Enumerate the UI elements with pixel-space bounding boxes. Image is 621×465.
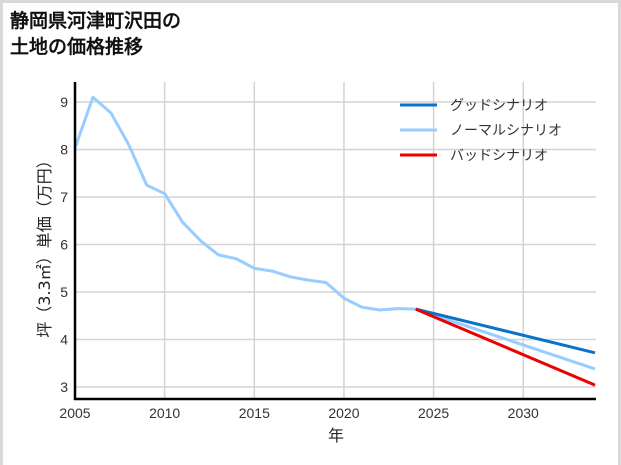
series-line: [415, 307, 596, 387]
x-axis-label: 年: [328, 426, 344, 445]
chart-frame: [3, 3, 618, 465]
tick-labels: 3 4 5 6 7 8 9 2005 2010 2015 2020 2025 2030: [59, 94, 539, 421]
title-line-1: 静岡県河津町沢田の: [10, 10, 182, 32]
legend-label: バッドシナリオ: [450, 148, 548, 164]
y-tick-label: 8: [60, 142, 68, 158]
legend-label: ノーマルシナリオ: [450, 123, 562, 139]
y-tick-label: 3: [60, 379, 68, 395]
y-tick-label: 9: [60, 94, 68, 110]
series-line: [73, 95, 596, 371]
x-tick-label: 2010: [149, 405, 180, 421]
x-tick-label: 2025: [418, 405, 449, 421]
legend-label: グッドシナリオ: [450, 98, 548, 114]
y-tick-label: 4: [60, 332, 68, 348]
series-line: [415, 307, 596, 355]
data-series: [73, 95, 596, 387]
x-tick-label: 2030: [508, 405, 539, 421]
axes: [73, 82, 596, 401]
x-tick-label: 2020: [328, 405, 359, 421]
title-line-2: 土地の価格推移: [10, 36, 144, 58]
y-tick-label: 7: [60, 189, 68, 205]
y-axis-label: 坪（3.3㎡）単価（万円）: [35, 152, 54, 337]
y-tick-label: 6: [60, 237, 68, 253]
x-tick-label: 2005: [59, 405, 90, 421]
y-tick-label: 5: [60, 284, 68, 300]
chart-title: 静岡県河津町沢田の 土地の価格推移: [10, 8, 181, 60]
x-tick-label: 2015: [239, 405, 270, 421]
